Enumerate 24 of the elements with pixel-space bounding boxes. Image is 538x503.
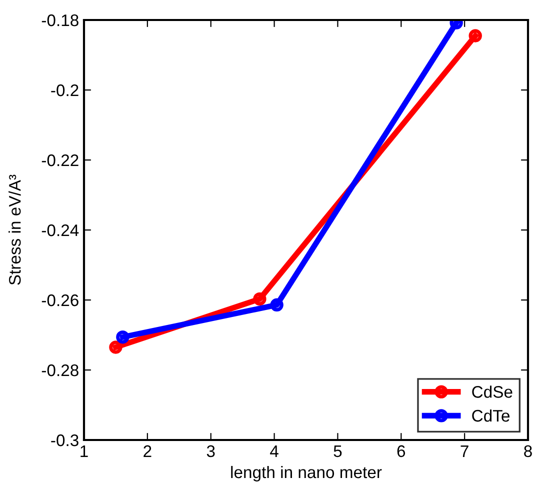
y-tick-label: -0.2 (51, 84, 78, 96)
x-tick-label: 6 (397, 445, 406, 458)
x-axis-title: length in nano meter (231, 466, 382, 482)
x-tick-label: 2 (144, 445, 152, 457)
y-tick-label: -0.18 (42, 14, 78, 26)
x-tick-label: 4 (270, 445, 278, 457)
y-tick-label: -0.3 (51, 434, 78, 446)
point (116, 330, 130, 344)
point (109, 340, 122, 354)
x-tick-label: 7 (460, 445, 468, 457)
point (253, 292, 266, 306)
point (270, 298, 284, 312)
x-tick-label: 1 (80, 445, 88, 457)
legend-label: CdTe (472, 409, 510, 422)
x-tick-label: 3 (206, 445, 215, 458)
y-tick-label: -0.28 (42, 364, 78, 376)
y-axis-title: Stress in eV/A³ (8, 174, 21, 285)
y-tick-label: -0.22 (42, 154, 78, 166)
point (468, 29, 482, 42)
x-tick-label: 8 (524, 445, 532, 458)
legend-label: CdSe (472, 386, 512, 398)
y-tick-label: -0.26 (42, 294, 78, 306)
x-tick-label: 5 (334, 445, 342, 458)
y-tick-label: -0.24 (42, 224, 79, 236)
